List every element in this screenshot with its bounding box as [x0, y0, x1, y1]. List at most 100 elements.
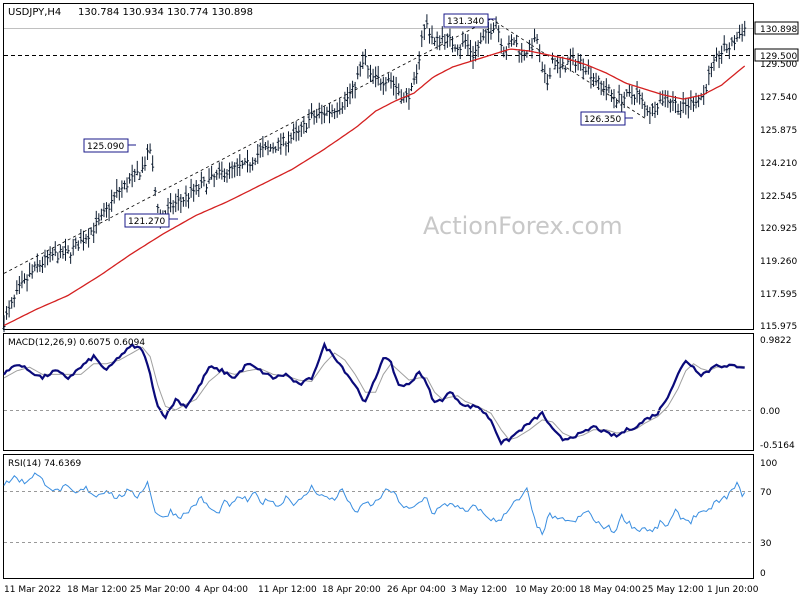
price-bar — [481, 28, 485, 41]
price-bar — [556, 54, 560, 74]
rsi-panel-frame — [3, 454, 754, 579]
price-tick: 125.875 — [760, 126, 797, 136]
price-bar — [627, 84, 631, 97]
price-bar — [253, 157, 257, 166]
price-bar — [666, 90, 670, 108]
current-price-tag-box — [754, 21, 799, 35]
price-bar — [222, 168, 226, 183]
price-bar — [112, 191, 116, 204]
price-bar — [217, 162, 221, 179]
price-tick: 127.540 — [760, 93, 797, 103]
price-bar — [35, 253, 39, 273]
price-bar — [433, 37, 437, 46]
price-bar — [668, 98, 672, 113]
price-bar — [476, 40, 480, 58]
price-bar — [612, 89, 616, 109]
price-bar — [97, 213, 101, 226]
price-bar — [166, 197, 170, 215]
price-bar — [304, 123, 308, 133]
price-bar — [489, 23, 493, 40]
price-bar — [661, 90, 665, 106]
annotation-label: 126.350 — [584, 115, 621, 125]
price-bar — [643, 101, 647, 118]
price-bar — [233, 162, 237, 178]
price-bar — [69, 252, 73, 264]
price-bar — [271, 142, 275, 154]
price-bar — [456, 44, 460, 56]
price-bar — [656, 102, 660, 116]
price-bar — [204, 183, 208, 195]
price-bar — [297, 125, 301, 141]
price-bar — [363, 49, 367, 66]
price-bar — [286, 131, 290, 153]
price-bar — [107, 203, 111, 222]
price-bar — [140, 156, 144, 173]
price-bar — [33, 261, 37, 272]
price-bar — [266, 140, 270, 156]
price-bar — [697, 94, 701, 108]
price-bar — [694, 92, 698, 109]
macd-lines — [3, 341, 745, 446]
price-bar — [707, 65, 711, 86]
price-bar — [740, 23, 744, 42]
price-bar — [648, 106, 652, 124]
price-bar — [471, 45, 475, 69]
price-tick: 115.975 — [760, 322, 797, 332]
price-bar — [468, 39, 472, 62]
price-bar — [169, 193, 173, 213]
price-bar — [466, 34, 470, 56]
annotation-label: 131.340 — [447, 17, 484, 27]
price-bar — [597, 75, 601, 90]
price-bar — [12, 294, 16, 308]
price-bar — [71, 238, 75, 256]
price-bar — [440, 26, 444, 44]
price-bar — [676, 103, 680, 115]
price-tick: 122.545 — [760, 192, 797, 202]
price-bar — [599, 80, 603, 96]
x-tick: 11 Apr 12:00 — [258, 585, 317, 595]
price-bar — [548, 67, 552, 79]
price-bar — [732, 35, 736, 51]
x-tick: 18 May 04:00 — [579, 585, 641, 595]
price-bar — [94, 210, 98, 234]
price-bar — [474, 41, 478, 62]
price-bar — [110, 189, 114, 212]
price-bar — [563, 65, 567, 73]
price-bar — [725, 43, 729, 53]
ohlc-readout: 130.784 130.934 130.774 130.898 — [78, 7, 253, 18]
price-bar — [594, 72, 598, 86]
annotation-125090: 125.090 — [83, 138, 136, 153]
price-bar — [279, 133, 283, 155]
macd-tick: -0.5164 — [760, 441, 795, 451]
price-bar — [553, 57, 557, 70]
price-bar — [17, 275, 21, 295]
price-bar — [384, 77, 388, 92]
price-bar — [379, 78, 383, 91]
price-bar — [2, 315, 6, 333]
price-bar — [46, 250, 50, 266]
price-bar — [712, 54, 716, 71]
price-bar — [517, 49, 521, 63]
price-bar — [522, 49, 526, 61]
price-bar — [220, 161, 224, 180]
price-bar — [174, 193, 178, 213]
price-bar — [151, 155, 155, 172]
price-bar — [76, 240, 80, 251]
price-bar — [512, 37, 516, 46]
price-bar — [281, 132, 285, 147]
price-bar — [38, 260, 42, 272]
price-tick: 119.260 — [760, 257, 797, 267]
price-bar — [263, 141, 267, 151]
price-bar — [545, 74, 549, 91]
price-bar — [276, 137, 280, 151]
price-bar — [345, 86, 349, 107]
price-bar — [294, 121, 298, 142]
price-bar — [133, 168, 137, 183]
price-bar — [589, 67, 593, 89]
price-bar — [61, 246, 65, 259]
price-bar — [87, 228, 91, 248]
price-bar — [128, 173, 132, 184]
price-bar — [515, 34, 519, 48]
price-bar — [420, 30, 424, 48]
